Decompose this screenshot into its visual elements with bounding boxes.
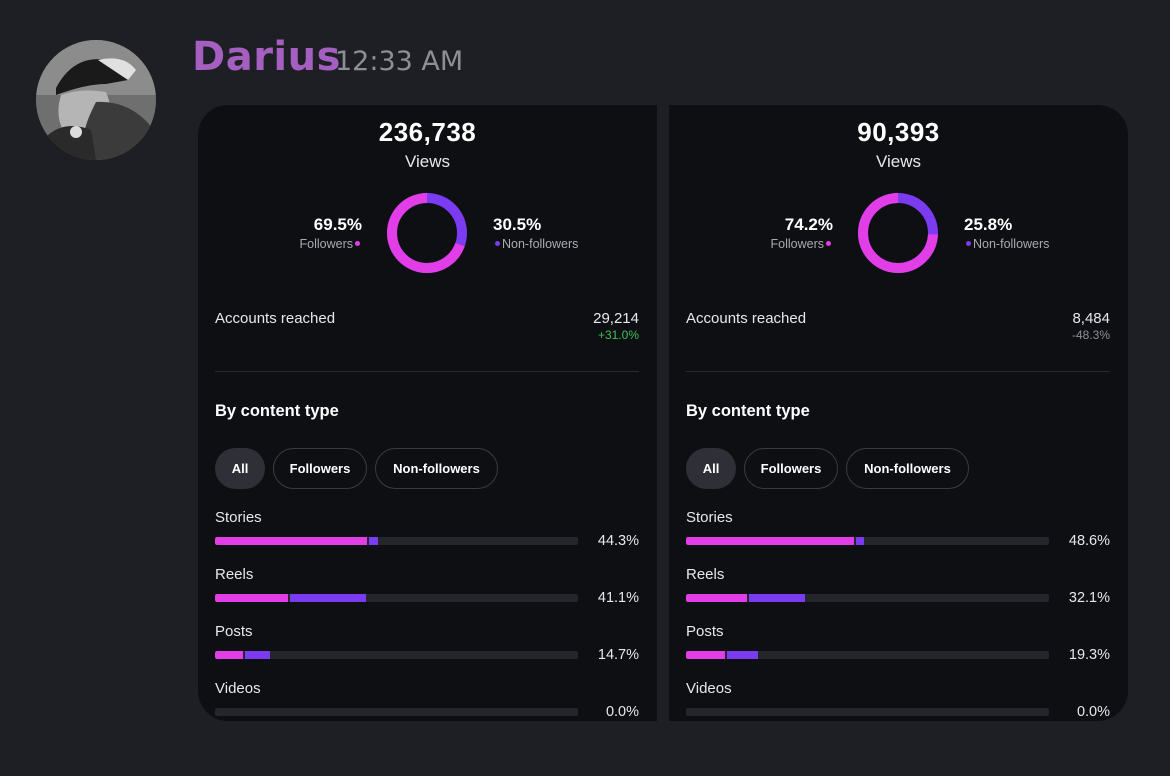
non-followers-bar-segment [727, 651, 759, 659]
followers-bar-segment [686, 594, 747, 602]
content-filter-tabs: All Followers Non-followers [215, 448, 498, 489]
accounts-reached-value: 29,214 [593, 310, 639, 327]
non-followers-percent: 25.8% [964, 215, 1013, 234]
views-label: Views [875, 152, 922, 171]
followers-dot-icon [355, 241, 360, 247]
avatar-photo [36, 40, 156, 160]
content-type-row: Reels 32.1% [686, 566, 1110, 616]
content-type-name: Stories [686, 509, 733, 526]
content-type-name: Videos [686, 680, 732, 697]
non-followers-bar-segment [289, 594, 367, 602]
accounts-reached-change: +31.0% [597, 328, 639, 342]
content-type-percent: 0.0% [605, 704, 639, 720]
accounts-reached-label: Accounts reached [686, 310, 807, 327]
non-followers-label: Non-followers [502, 237, 579, 251]
content-type-row: Reels 41.1% [215, 566, 639, 616]
content-type-percent: 19.3% [1068, 647, 1110, 663]
followers-label: Followers [299, 237, 354, 251]
non-followers-label: Non-followers [973, 237, 1050, 251]
views-value: 90,393 [857, 117, 940, 147]
views-label: Views [404, 152, 451, 171]
insights-image: 236,738 Views 69.5% Followers 30.5% Non-… [198, 105, 1128, 721]
followers-stat: 74.2% Followers [771, 215, 834, 251]
non-followers-bar-segment [368, 537, 378, 545]
message-timestamp: 12:33 AM [335, 46, 464, 77]
non-followers-bar-segment [855, 537, 865, 545]
non-followers-percent: 30.5% [493, 215, 542, 234]
followers-bar-segment [215, 651, 243, 659]
author-name[interactable]: Darius [192, 34, 341, 80]
filter-non-followers-button[interactable]: Non-followers [846, 448, 969, 489]
followers-percent: 69.5% [313, 215, 362, 234]
content-type-percent: 48.6% [1068, 533, 1110, 549]
followers-stat: 69.5% Followers [300, 215, 363, 251]
content-type-percent: 44.3% [597, 533, 639, 549]
content-type-row: Videos 0.0% [686, 680, 1110, 721]
accounts-reached-value: 8,484 [1072, 310, 1110, 327]
content-type-bar [215, 708, 578, 716]
followers-bar-segment [686, 651, 726, 659]
content-filter-tabs: All Followers Non-followers [686, 448, 969, 489]
filter-all-button[interactable]: All [215, 448, 265, 489]
followers-donut-chart [387, 193, 467, 273]
followers-percent: 74.2% [784, 215, 833, 234]
donut-followers-arc [858, 193, 938, 273]
accounts-reached-label: Accounts reached [215, 310, 336, 327]
section-title: By content type [686, 402, 810, 420]
content-type-percent: 14.7% [597, 647, 639, 663]
non-followers-bar-segment [748, 594, 805, 602]
followers-dot-icon [826, 241, 831, 247]
followers-donut-chart [858, 193, 938, 273]
followers-label: Followers [770, 237, 825, 251]
content-type-name: Videos [215, 680, 261, 697]
non-followers-dot-icon [966, 241, 971, 247]
followers-bar-segment [215, 594, 288, 602]
views-value: 236,738 [378, 117, 477, 147]
donut-followers-arc [387, 193, 467, 273]
divider [215, 371, 639, 372]
section-title: By content type [215, 402, 339, 420]
content-type-row: Posts 14.7% [215, 623, 639, 673]
insights-panel-1: 236,738 Views 69.5% Followers 30.5% Non-… [198, 105, 657, 721]
content-type-bar [686, 708, 1049, 716]
content-type-bar [215, 594, 578, 602]
content-type-row: Stories 48.6% [686, 509, 1110, 559]
avatar[interactable] [36, 40, 156, 160]
content-type-percent: 41.1% [597, 590, 639, 606]
followers-bar-segment [215, 537, 367, 545]
insights-panel-2: 90,393 Views 74.2% Followers 25.8% Non-f… [669, 105, 1128, 721]
content-type-row: Videos 0.0% [215, 680, 639, 721]
content-type-name: Stories [215, 509, 262, 526]
accounts-reached-change: -48.3% [1071, 328, 1110, 342]
non-followers-stat: 30.5% Non-followers [493, 215, 578, 251]
content-type-percent: 0.0% [1076, 704, 1110, 720]
content-type-name: Posts [686, 623, 724, 640]
content-type-bar [686, 594, 1049, 602]
filter-all-button[interactable]: All [686, 448, 736, 489]
content-type-bar [215, 651, 578, 659]
content-type-bar [686, 651, 1049, 659]
non-followers-stat: 25.8% Non-followers [964, 215, 1049, 251]
non-followers-dot-icon [495, 241, 500, 247]
filter-non-followers-button[interactable]: Non-followers [375, 448, 498, 489]
filter-followers-button[interactable]: Followers [744, 448, 838, 489]
followers-bar-segment [686, 537, 854, 545]
content-type-name: Reels [215, 566, 254, 583]
non-followers-bar-segment [244, 651, 271, 659]
content-type-name: Reels [686, 566, 725, 583]
content-type-bar [686, 537, 1049, 545]
filter-followers-button[interactable]: Followers [273, 448, 367, 489]
content-type-name: Posts [215, 623, 253, 640]
content-type-row: Posts 19.3% [686, 623, 1110, 673]
content-type-bar [215, 537, 578, 545]
divider [686, 371, 1110, 372]
content-type-percent: 32.1% [1068, 590, 1110, 606]
content-type-row: Stories 44.3% [215, 509, 639, 559]
